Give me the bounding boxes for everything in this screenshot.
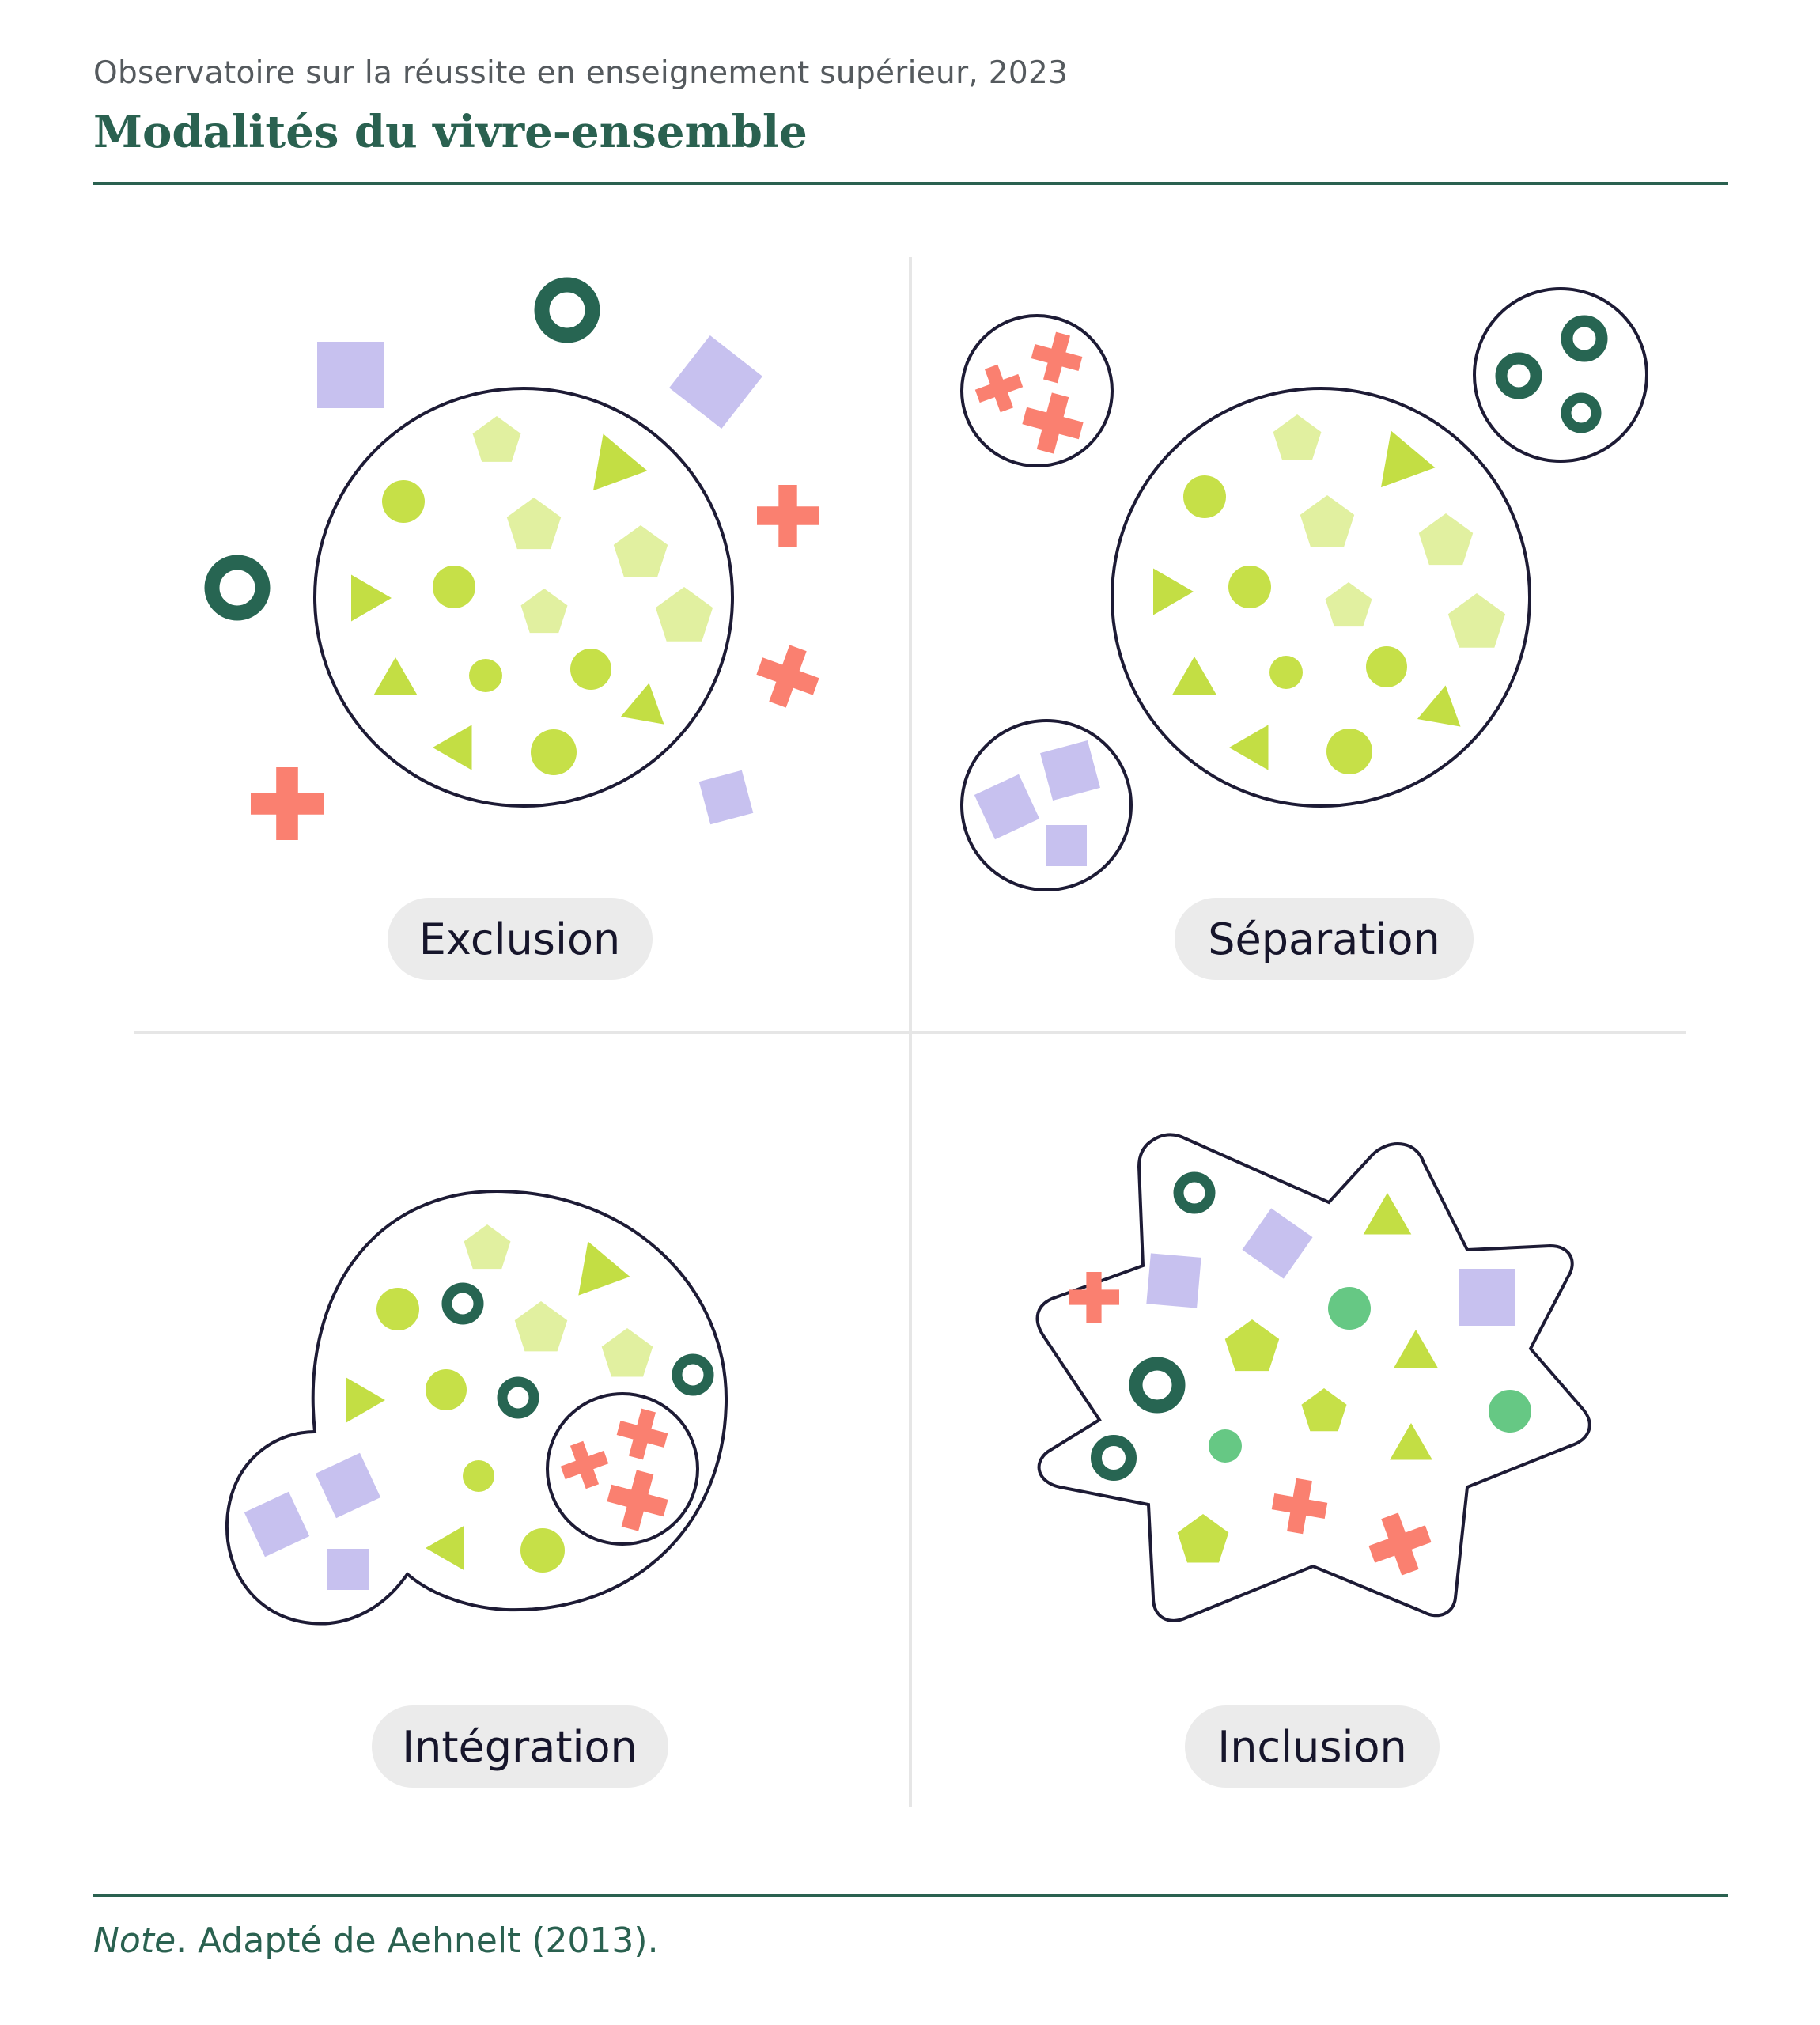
subgroup-rings — [1495, 315, 1608, 433]
subgroup-circle-rings — [1473, 287, 1648, 463]
inside-shapes — [1153, 414, 1506, 774]
label-inclusion: Inclusion — [1217, 1722, 1406, 1772]
note-label: Note — [93, 1921, 176, 1961]
subgroup-circle-squares — [960, 719, 1133, 891]
inside-shapes — [244, 1224, 714, 1590]
figure-title: Modalités du vivre-ensemble — [93, 106, 808, 158]
subgroup-squares — [974, 740, 1100, 866]
panel-integration: Intégration — [225, 1189, 728, 1788]
subgroup-crosses — [554, 1404, 674, 1537]
outside-shapes — [204, 277, 827, 840]
header-rule — [93, 182, 1728, 185]
quadrant-dividers — [134, 257, 1686, 1807]
mixed-shapes — [1069, 1171, 1531, 1583]
label-pill-inclusion — [1185, 1705, 1440, 1788]
panel-exclusion: Exclusion — [204, 277, 827, 980]
panel-inclusion: Inclusion — [1035, 1133, 1591, 1788]
group-star-blob — [1035, 1133, 1591, 1622]
group-circle — [1111, 387, 1531, 808]
label-integration: Intégration — [402, 1722, 638, 1772]
group-blob — [225, 1189, 728, 1626]
note-text: . Adapté de Aehnelt (2013). — [176, 1921, 659, 1961]
inside-shapes — [351, 416, 713, 775]
footer-rule — [93, 1894, 1728, 1897]
panel-separation: Séparation — [960, 287, 1648, 980]
label-pill-integration — [372, 1705, 668, 1788]
subgroup-crosses — [969, 327, 1089, 460]
label-pill-separation — [1175, 898, 1474, 980]
label-exclusion: Exclusion — [419, 914, 620, 964]
subgroup-circle-crosses — [546, 1392, 699, 1546]
label-separation: Séparation — [1208, 914, 1440, 964]
figure-overtitle: Observatoire sur la réussite en enseigne… — [93, 55, 1069, 91]
source-note: Note. Adapté de Aehnelt (2013). — [93, 1921, 659, 1961]
subgroup-circle-crosses — [960, 314, 1114, 467]
label-pill-exclusion — [388, 898, 653, 980]
group-circle — [313, 387, 734, 808]
